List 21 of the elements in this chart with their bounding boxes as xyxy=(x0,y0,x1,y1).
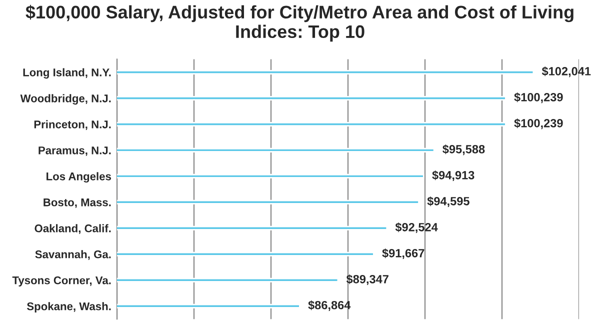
y-tick-label: Oakland, Calif. xyxy=(34,224,111,234)
y-tick-label: Los Angeles xyxy=(46,172,111,183)
data-label: $94,913 xyxy=(432,170,474,182)
data-label: $100,239 xyxy=(514,118,563,130)
y-tick-label: Savannah, Ga. xyxy=(35,250,111,260)
data-label: $89,347 xyxy=(346,274,388,286)
data-label: $102,041 xyxy=(542,66,591,78)
y-tick-label: Tysons Corner, Va. xyxy=(12,276,111,286)
y-tick-label: Paramus, N.J. xyxy=(38,146,111,156)
y-tick-label: Spokane, Wash. xyxy=(26,302,111,312)
y-tick-label: Woodbridge, N.J. xyxy=(20,94,111,105)
data-label: $94,595 xyxy=(427,196,470,208)
data-label: $95,588 xyxy=(442,144,485,156)
data-label: $91,667 xyxy=(382,248,424,260)
data-label: $92,524 xyxy=(395,222,438,234)
y-tick-label: Long Island, N.Y. xyxy=(23,68,111,79)
data-label: $86,864 xyxy=(308,300,351,312)
chart-title: $100,000 Salary, Adjusted for City/Metro Area and Cost of Living Indices: Top 10 xyxy=(26,4,574,42)
y-tick-label: Bosto, Mass. xyxy=(44,198,111,208)
y-tick-label: Princeton, N.J. xyxy=(34,120,111,130)
data-label: $100,239 xyxy=(514,92,563,104)
